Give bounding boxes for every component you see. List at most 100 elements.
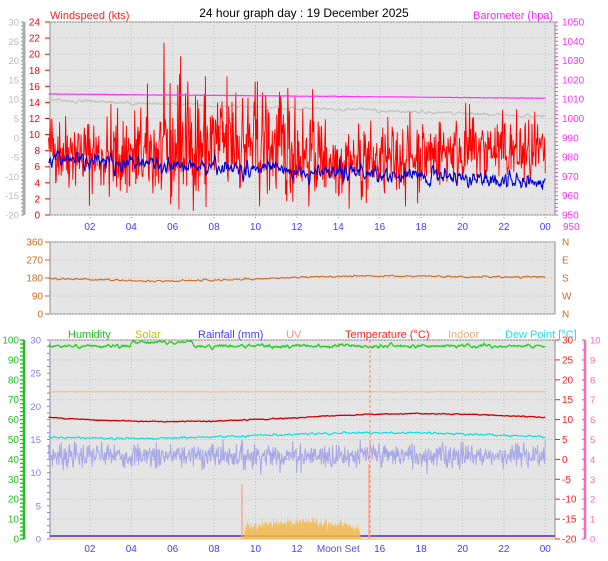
svg-text:20: 20 <box>30 402 41 413</box>
svg-text:02: 02 <box>84 222 96 233</box>
svg-text:1040: 1040 <box>562 37 585 48</box>
svg-text:8: 8 <box>34 146 40 157</box>
svg-text:25: 25 <box>8 37 19 48</box>
svg-text:1010: 1010 <box>562 95 585 106</box>
svg-text:9: 9 <box>590 355 595 366</box>
svg-text:20: 20 <box>457 544 469 555</box>
svg-text:5: 5 <box>14 114 19 125</box>
svg-text:14: 14 <box>29 98 41 109</box>
svg-text:06: 06 <box>167 544 179 555</box>
svg-text:10: 10 <box>30 468 41 479</box>
svg-text:20: 20 <box>29 50 41 61</box>
svg-text:16: 16 <box>374 544 386 555</box>
svg-text:180: 180 <box>26 274 43 285</box>
svg-text:N: N <box>562 310 569 321</box>
svg-text:0: 0 <box>36 535 41 546</box>
svg-text:12: 12 <box>291 222 303 233</box>
svg-text:5: 5 <box>36 501 41 512</box>
svg-text:1020: 1020 <box>562 75 585 86</box>
svg-text:14: 14 <box>333 222 345 233</box>
svg-text:0: 0 <box>14 133 19 144</box>
svg-text:960: 960 <box>562 191 579 202</box>
svg-text:E: E <box>562 256 569 267</box>
svg-text:30: 30 <box>30 336 41 347</box>
svg-text:22: 22 <box>498 222 510 233</box>
svg-text:22: 22 <box>498 544 510 555</box>
svg-text:-15: -15 <box>5 191 19 202</box>
svg-text:18: 18 <box>416 222 428 233</box>
svg-text:60: 60 <box>8 415 20 426</box>
svg-text:W: W <box>562 292 572 303</box>
svg-text:02: 02 <box>84 544 96 555</box>
svg-text:8: 8 <box>590 375 595 386</box>
svg-text:0: 0 <box>590 535 595 546</box>
svg-text:5: 5 <box>590 435 595 446</box>
svg-text:90: 90 <box>8 355 20 366</box>
svg-text:950: 950 <box>563 222 580 233</box>
svg-text:3: 3 <box>590 475 595 486</box>
svg-text:20: 20 <box>8 495 20 506</box>
svg-text:0: 0 <box>34 211 40 222</box>
svg-text:10: 10 <box>8 95 19 106</box>
svg-text:08: 08 <box>209 544 221 555</box>
svg-text:-5: -5 <box>562 475 571 486</box>
svg-text:-5: -5 <box>11 153 19 164</box>
svg-text:20: 20 <box>457 222 469 233</box>
svg-text:30: 30 <box>8 475 20 486</box>
svg-text:16: 16 <box>29 82 41 93</box>
svg-text:270: 270 <box>26 256 43 267</box>
svg-text:10: 10 <box>250 222 262 233</box>
svg-text:N: N <box>562 238 569 249</box>
svg-text:S: S <box>562 274 569 285</box>
svg-text:2: 2 <box>34 194 40 205</box>
svg-text:00: 00 <box>540 222 552 233</box>
svg-text:0: 0 <box>37 310 43 321</box>
svg-text:100: 100 <box>2 336 19 347</box>
svg-text:980: 980 <box>562 153 579 164</box>
svg-text:50: 50 <box>8 435 20 446</box>
svg-text:970: 970 <box>562 172 579 183</box>
svg-text:12: 12 <box>29 114 41 125</box>
svg-text:1000: 1000 <box>562 114 585 125</box>
svg-text:950: 950 <box>562 211 579 222</box>
svg-text:-10: -10 <box>562 495 577 506</box>
svg-text:18: 18 <box>416 544 428 555</box>
svg-text:0: 0 <box>562 455 568 466</box>
svg-text:360: 360 <box>26 238 43 249</box>
svg-text:1050: 1050 <box>562 18 585 29</box>
svg-text:10: 10 <box>8 515 20 526</box>
svg-text:6: 6 <box>34 162 40 173</box>
svg-text:15: 15 <box>30 435 41 446</box>
svg-text:10: 10 <box>562 415 574 426</box>
svg-text:0: 0 <box>13 535 19 546</box>
svg-text:-10: -10 <box>5 172 19 183</box>
svg-text:990: 990 <box>562 133 579 144</box>
svg-text:06: 06 <box>167 222 179 233</box>
svg-text:1: 1 <box>590 515 595 526</box>
svg-text:12: 12 <box>291 544 303 555</box>
svg-text:25: 25 <box>30 369 41 380</box>
svg-text:5: 5 <box>562 435 568 446</box>
svg-text:1030: 1030 <box>562 56 585 67</box>
svg-text:04: 04 <box>126 544 138 555</box>
svg-text:15: 15 <box>8 75 19 86</box>
svg-text:6: 6 <box>590 415 595 426</box>
svg-text:-20: -20 <box>5 211 19 222</box>
svg-text:-20: -20 <box>562 535 577 546</box>
svg-text:4: 4 <box>34 178 40 189</box>
svg-text:20: 20 <box>562 375 574 386</box>
svg-text:22: 22 <box>29 34 41 45</box>
svg-text:20: 20 <box>8 56 19 67</box>
svg-text:24: 24 <box>29 18 41 29</box>
svg-text:-15: -15 <box>562 515 577 526</box>
svg-text:80: 80 <box>8 375 20 386</box>
svg-text:08: 08 <box>209 222 221 233</box>
svg-text:90: 90 <box>32 292 44 303</box>
svg-text:2: 2 <box>590 495 595 506</box>
svg-text:10: 10 <box>29 130 41 141</box>
svg-text:25: 25 <box>562 355 574 366</box>
svg-text:15: 15 <box>562 395 574 406</box>
svg-text:00: 00 <box>540 544 552 555</box>
svg-text:7: 7 <box>590 395 595 406</box>
svg-text:04: 04 <box>126 222 138 233</box>
